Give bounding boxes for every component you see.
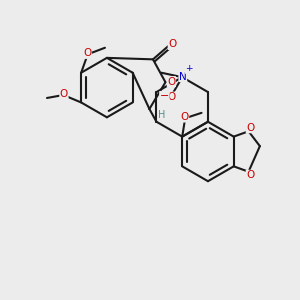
Text: O: O xyxy=(167,76,175,87)
Text: O: O xyxy=(83,48,92,59)
Text: H: H xyxy=(158,110,166,120)
Text: O: O xyxy=(181,112,189,122)
Text: N: N xyxy=(179,72,187,82)
Text: O: O xyxy=(60,89,68,99)
Text: −: − xyxy=(160,92,169,101)
Text: O: O xyxy=(246,123,254,133)
Text: O: O xyxy=(167,92,175,102)
Text: O: O xyxy=(246,170,254,180)
Text: O: O xyxy=(168,40,176,50)
Text: +: + xyxy=(185,64,193,74)
